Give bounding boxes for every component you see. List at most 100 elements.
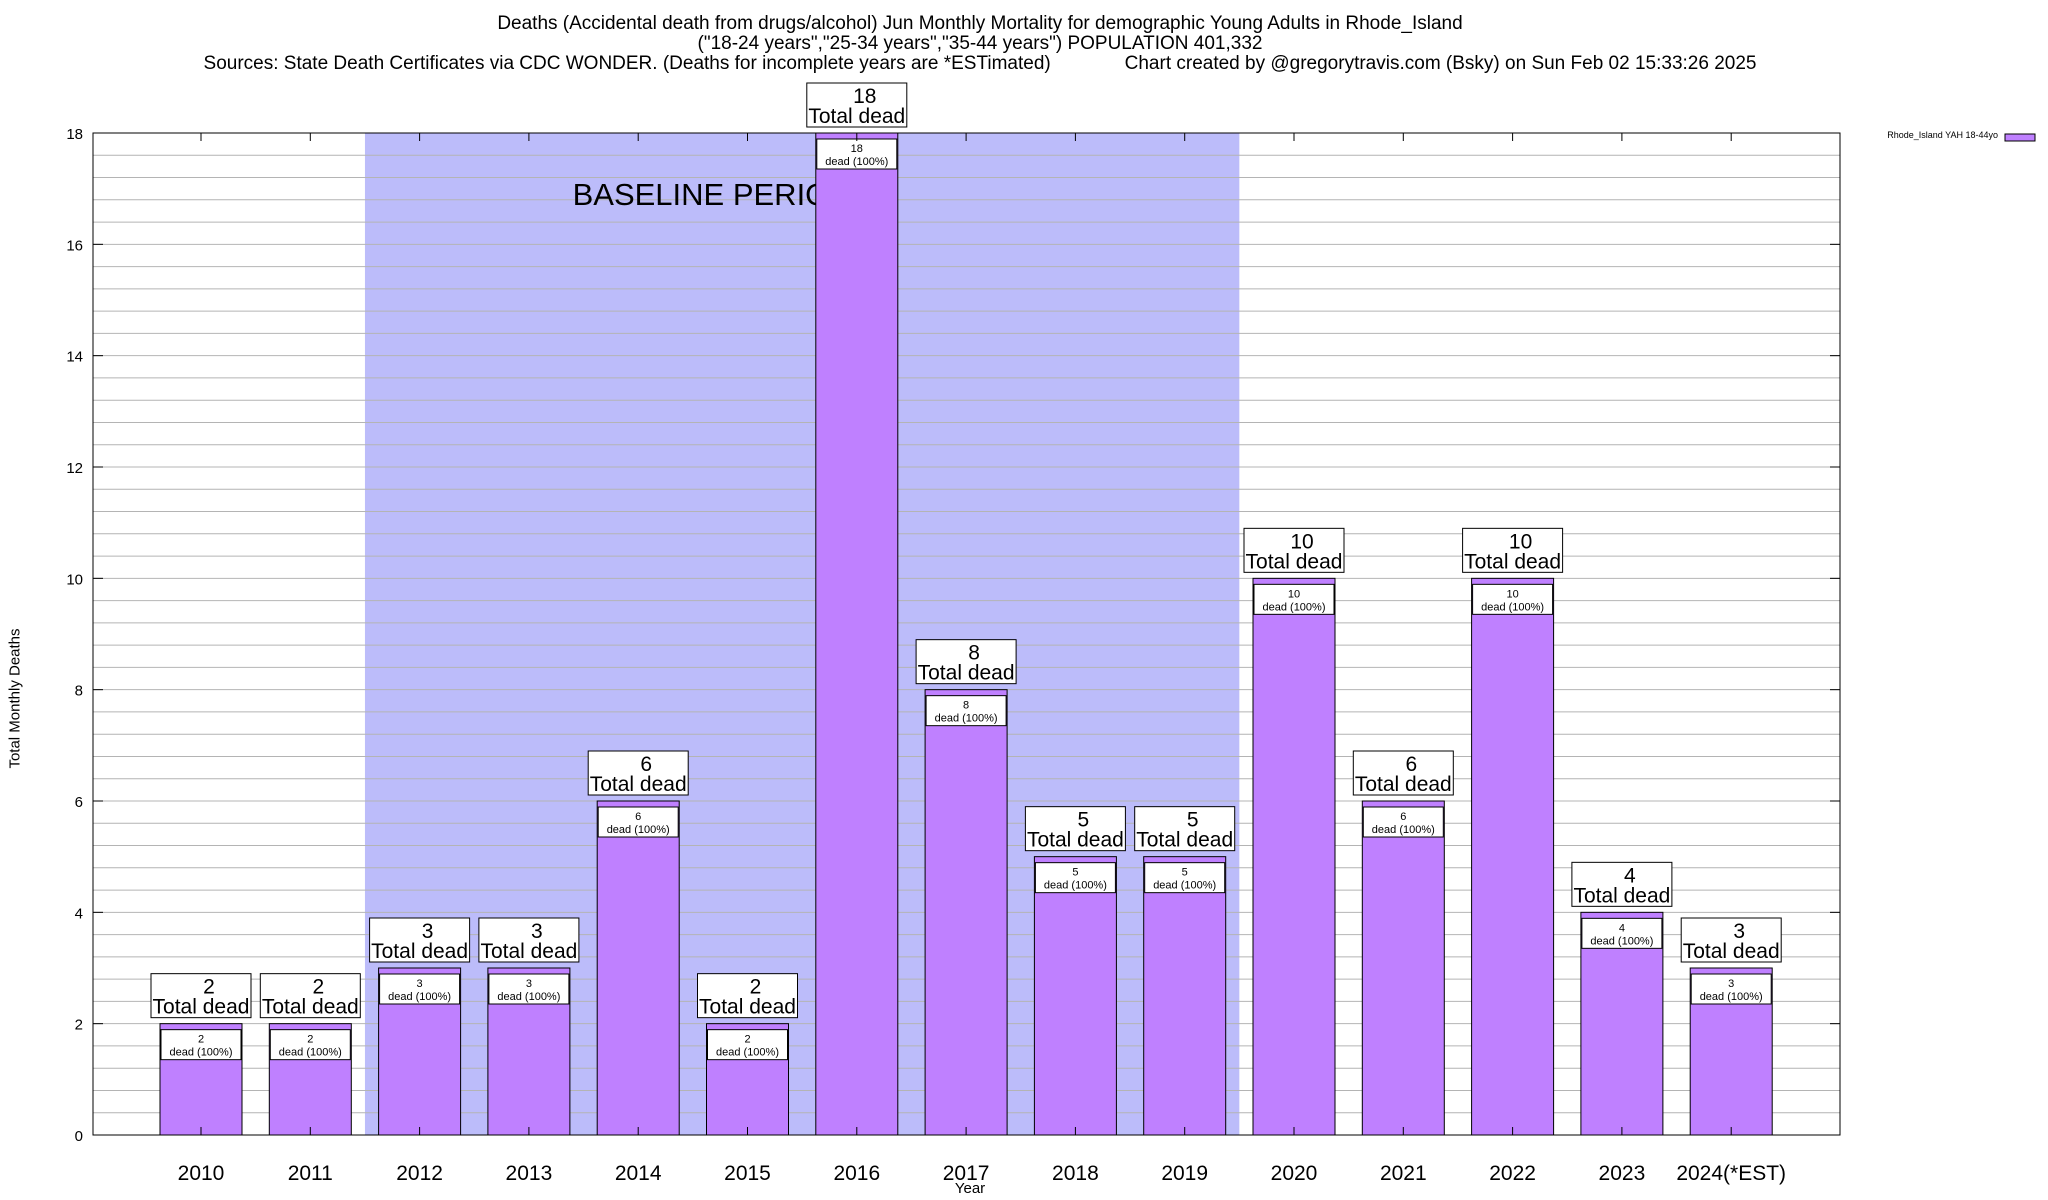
total-label-text: Total dead xyxy=(1136,829,1233,852)
bar-inner-label: dead (100%) xyxy=(497,991,560,1003)
total-label-text: Total dead xyxy=(480,940,577,963)
x-tick-label: 2016 xyxy=(833,1162,880,1185)
y-tick-label: 12 xyxy=(66,460,83,477)
bar-inner-label-box xyxy=(707,1029,788,1061)
x-tick-label: 2023 xyxy=(1599,1162,1646,1185)
bar-inner-value: 6 xyxy=(1400,811,1406,823)
total-label-text: Total dead xyxy=(1683,940,1780,963)
bar-2014 xyxy=(596,800,680,1136)
bar-inner-label: dead (100%) xyxy=(388,991,451,1003)
bar-inner-label-box xyxy=(160,1029,242,1061)
total-label-box xyxy=(1680,917,1782,963)
bar-inner-value: 18 xyxy=(851,143,863,155)
total-label-box xyxy=(150,973,252,1019)
bar-inner-label: dead (100%) xyxy=(1372,824,1435,836)
bar-2016 xyxy=(815,132,899,1136)
total-label-box xyxy=(587,750,689,796)
x-tick-label: 2018 xyxy=(1052,1162,1099,1185)
bar-inner-label-box xyxy=(1472,583,1554,615)
bar-2019 xyxy=(1143,856,1227,1136)
total-label-text: Total dead xyxy=(1573,884,1670,907)
total-label-value: 2 xyxy=(203,976,215,999)
bar-inner-label: dead (100%) xyxy=(1590,935,1653,947)
total-label-value: 6 xyxy=(1405,753,1417,776)
bar-inner-value: 4 xyxy=(1619,922,1625,934)
total-label-box xyxy=(697,973,798,1019)
bar-inner-label-box xyxy=(1144,862,1226,894)
x-tick-label: 2013 xyxy=(506,1162,553,1185)
total-label-value: 4 xyxy=(1624,864,1636,887)
legend-swatch xyxy=(2004,133,2036,142)
total-label-box xyxy=(1571,861,1673,907)
bar-inner-value: 3 xyxy=(417,978,423,990)
chart-subtitle: ("18-24 years","25-34 years","35-44 year… xyxy=(697,33,1263,54)
total-label-value: 2 xyxy=(750,976,762,999)
bar-inner-label: dead (100%) xyxy=(935,713,998,725)
total-label-box xyxy=(1024,806,1126,852)
total-label-value: 3 xyxy=(1733,920,1745,943)
total-label-text: Total dead xyxy=(699,996,796,1019)
total-label-text: Total dead xyxy=(1355,773,1452,796)
y-tick-label: 16 xyxy=(66,237,83,254)
total-label-text: Total dead xyxy=(590,773,687,796)
bar-inner-value: 10 xyxy=(1288,588,1300,600)
y-axis-label: Total Monthly Deaths xyxy=(6,628,24,769)
bar-inner-value: 6 xyxy=(635,811,641,823)
total-label-value: 8 xyxy=(968,642,980,665)
bar-inner-label-box xyxy=(1253,583,1335,615)
total-label-box xyxy=(1462,527,1564,573)
bar-inner-value: 3 xyxy=(526,978,532,990)
bar-inner-label-box xyxy=(379,973,461,1005)
bar-inner-label: dead (100%) xyxy=(1044,880,1107,892)
total-label-value: 3 xyxy=(531,920,543,943)
bar-2020 xyxy=(1252,577,1336,1136)
total-label-value: 3 xyxy=(422,920,434,943)
y-tick-label: 6 xyxy=(75,794,83,811)
plot-frame xyxy=(92,132,1841,1136)
total-label-text: Total dead xyxy=(262,996,359,1019)
baseline-period-label: BASELINE PERIOD xyxy=(573,177,852,212)
bar-inner-label: dead (100%) xyxy=(1153,880,1216,892)
y-tick-label: 0 xyxy=(75,1128,83,1145)
bar-2021 xyxy=(1361,800,1445,1136)
total-label-box xyxy=(806,82,908,128)
x-tick-label: 2010 xyxy=(178,1162,225,1185)
total-label-value: 5 xyxy=(1187,809,1199,832)
bar-inner-value: 5 xyxy=(1182,867,1188,879)
total-label-text: Total dead xyxy=(808,105,905,128)
legend-label: Rhode_Island YAH 18-44yo xyxy=(1887,130,1998,140)
total-label-text: Total dead xyxy=(1027,829,1124,852)
y-tick-label: 18 xyxy=(66,126,83,143)
bar-inner-value: 2 xyxy=(198,1034,204,1046)
bar-inner-label-box xyxy=(1690,973,1772,1005)
x-tick-label: 2012 xyxy=(396,1162,443,1185)
total-label-value: 18 xyxy=(853,85,876,108)
bar-inner-label: dead (100%) xyxy=(1481,601,1544,613)
total-label-text: Total dead xyxy=(918,662,1015,685)
x-axis-label: Year xyxy=(954,1180,986,1197)
bar-inner-value: 5 xyxy=(1072,867,1078,879)
bar-inner-label: dead (100%) xyxy=(1263,601,1326,613)
bar-inner-label-box xyxy=(1581,917,1663,949)
bar-inner-value: 3 xyxy=(1728,978,1734,990)
bar-inner-label-box xyxy=(488,973,570,1005)
bar-2017 xyxy=(924,689,1008,1136)
bar-inner-label-box xyxy=(1034,862,1116,894)
x-tick-label: 2019 xyxy=(1161,1162,1208,1185)
bar-inner-label: dead (100%) xyxy=(1700,991,1763,1003)
y-tick-label: 4 xyxy=(75,905,83,922)
bar-inner-label-box xyxy=(1362,806,1444,838)
bar-inner-label-box xyxy=(816,138,898,170)
total-label-box xyxy=(1243,527,1345,573)
total-label-value: 10 xyxy=(1290,530,1313,553)
total-label-text: Total dead xyxy=(371,940,468,963)
total-label-box xyxy=(1134,806,1236,852)
bar-inner-label: dead (100%) xyxy=(279,1047,342,1059)
total-label-box xyxy=(915,639,1017,685)
x-tick-label: 2024(*EST) xyxy=(1676,1162,1786,1185)
chart-title: Deaths (Accidental death from drugs/alco… xyxy=(497,13,1463,34)
total-label-value: 6 xyxy=(640,753,652,776)
bar-inner-value: 8 xyxy=(963,700,969,712)
bar-2023 xyxy=(1580,911,1664,1136)
